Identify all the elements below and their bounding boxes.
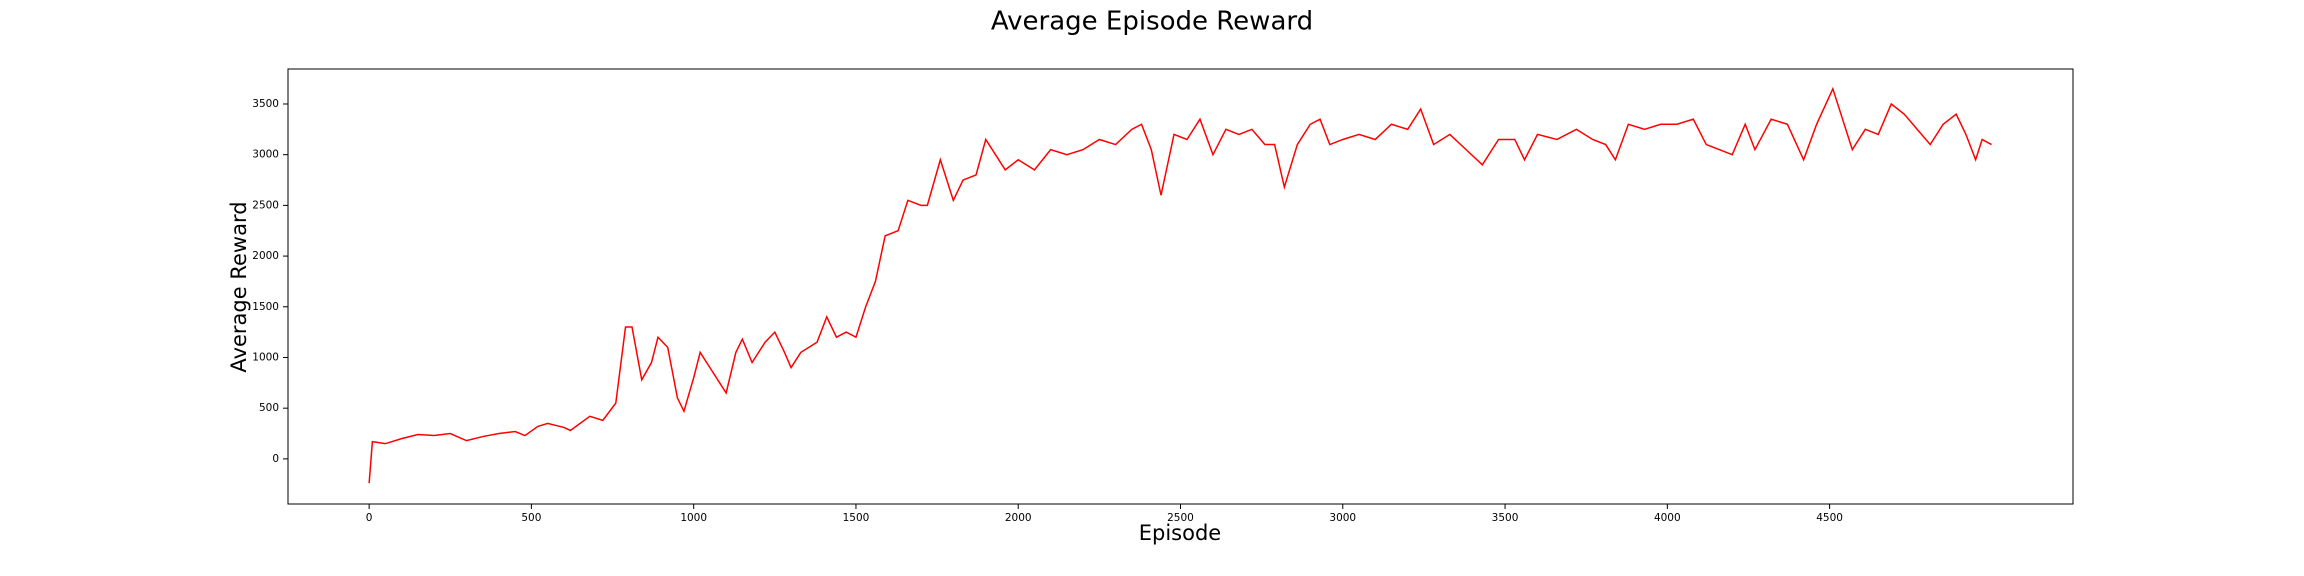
x-tick-label: 3000 bbox=[1329, 512, 1356, 524]
y-tick-label: 2500 bbox=[252, 199, 279, 211]
y-tick-label: 3500 bbox=[252, 98, 279, 110]
x-tick-label: 1500 bbox=[843, 512, 870, 524]
x-tick-label: 1000 bbox=[680, 512, 707, 524]
x-tick-label: 3500 bbox=[1492, 512, 1519, 524]
x-tick-label: 4000 bbox=[1654, 512, 1681, 524]
x-tick-label: 2000 bbox=[1005, 512, 1032, 524]
y-axis-label: Average Reward bbox=[227, 201, 251, 372]
x-tick-label: 0 bbox=[366, 512, 373, 524]
y-tick-label: 3000 bbox=[252, 149, 279, 161]
series-line bbox=[368, 86, 1992, 484]
x-tick-label: 4500 bbox=[1816, 512, 1843, 524]
y-tick-label: 1500 bbox=[252, 301, 279, 313]
x-tick-label: 500 bbox=[521, 512, 541, 524]
y-tick-label: 2000 bbox=[252, 250, 279, 262]
y-tick-label: 500 bbox=[259, 402, 279, 414]
chart-title: Average Episode Reward bbox=[991, 7, 1313, 37]
x-axis-label: Episode bbox=[1139, 521, 1221, 545]
x-tick-label: 2500 bbox=[1167, 512, 1194, 524]
y-tick-label: 1000 bbox=[252, 351, 279, 363]
plot-frame bbox=[287, 68, 2074, 505]
y-tick-label: 0 bbox=[272, 453, 279, 465]
